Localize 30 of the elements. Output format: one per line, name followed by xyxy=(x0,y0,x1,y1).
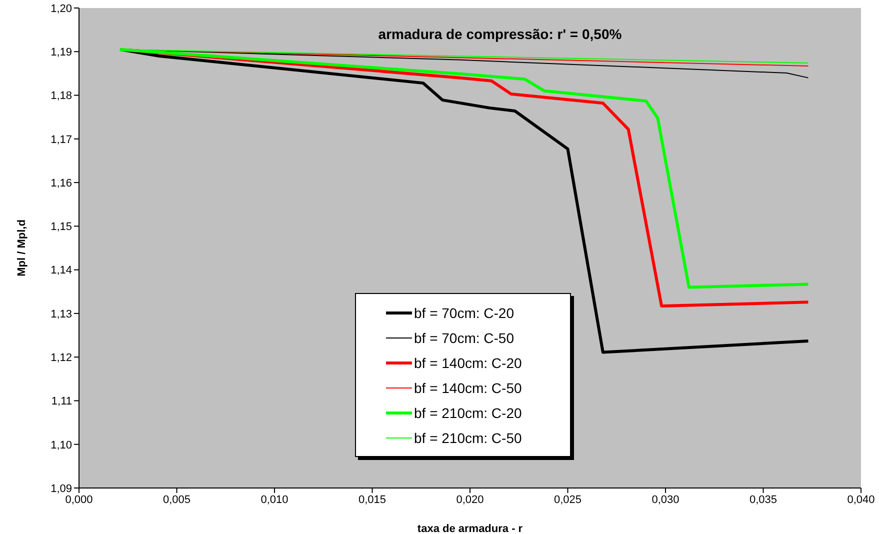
x-tick-label: 0,025 xyxy=(554,494,582,506)
x-tick-label: 0,000 xyxy=(65,494,93,506)
legend-label: bf = 140cm: C-50 xyxy=(414,380,522,396)
legend-label: bf = 210cm: C-50 xyxy=(414,430,522,446)
x-axis-title: taxa de armadura - r xyxy=(417,523,524,534)
legend-label: bf = 210cm: C-20 xyxy=(414,404,522,420)
legend-label: bf = 140cm: C-20 xyxy=(414,354,522,370)
y-tick-label: 1,14 xyxy=(50,264,72,277)
y-tick-label: 1,10 xyxy=(50,439,72,452)
text: armadura de compressão: r' = 0,50% xyxy=(377,26,623,42)
y-tick-label: 1,20 xyxy=(50,2,72,15)
legend-label: bf = 70cm: C-50 xyxy=(414,330,514,346)
y-tick-label: 1,16 xyxy=(50,177,72,190)
y-tick-label: 1,11 xyxy=(51,396,72,408)
y-tick-label: 1,13 xyxy=(50,308,72,320)
y-tick-label: 1,09 xyxy=(50,482,72,495)
x-tick-label: 0,020 xyxy=(456,494,484,506)
y-tick-label: 1,12 xyxy=(50,352,72,364)
y-tick-label: 1,17 xyxy=(50,134,72,146)
x-tick-label: 0,015 xyxy=(358,494,386,506)
y-tick-label: 1,15 xyxy=(50,221,72,234)
x-tick-label: 0,030 xyxy=(652,494,680,506)
x-tick-label: 0,010 xyxy=(260,494,288,506)
y-axis-title: Mpl / Mpl,d xyxy=(16,220,28,276)
x-tick-label: 0,040 xyxy=(847,494,875,506)
y-tick-label: 1,18 xyxy=(50,90,72,102)
legend-label: bf = 70cm: C-20 xyxy=(414,304,514,320)
y-tick-label: 1,19 xyxy=(50,46,72,59)
x-tick-label: 0,005 xyxy=(162,494,191,506)
x-tick-label: 0,035 xyxy=(749,494,778,506)
